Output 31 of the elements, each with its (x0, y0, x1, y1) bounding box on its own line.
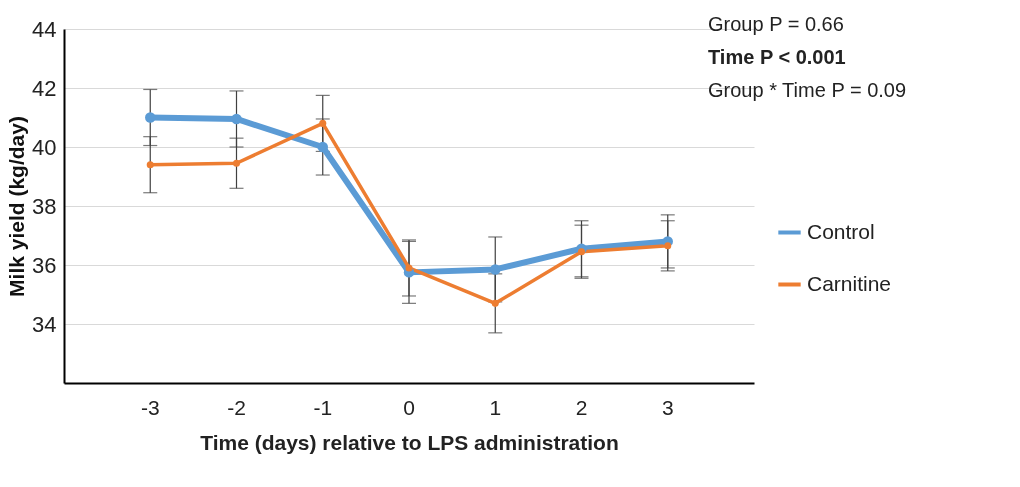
x-tick-label: 0 (403, 395, 415, 419)
x-tick-label: 2 (575, 395, 588, 419)
point (317, 141, 328, 153)
point (577, 248, 586, 256)
point (232, 159, 241, 167)
legend-label: Control (807, 219, 875, 243)
point (146, 161, 154, 169)
x-tick-label: -2 (227, 395, 246, 419)
annotation: Group P = 0.66 (708, 12, 845, 37)
point (145, 112, 156, 123)
x-tick-label: -1 (313, 395, 333, 419)
point (664, 242, 672, 250)
annotation: Group * Time P = 0.09 (708, 78, 907, 103)
y-tick-label: 44 (32, 16, 57, 42)
x-tick-label: -3 (140, 395, 160, 419)
y-tick-label: 42 (32, 75, 57, 101)
x-tick-label: 1 (489, 395, 502, 419)
y-tick-label: 40 (32, 134, 57, 160)
point (491, 299, 499, 307)
x-axis-title: Time (days) relative to LPS administration (200, 430, 619, 454)
point (490, 264, 501, 275)
point (231, 113, 242, 125)
legend-label: Carnitine (807, 271, 892, 295)
x-tick-label: 3 (661, 395, 674, 419)
y-tick-label: 36 (32, 252, 57, 278)
point (405, 264, 413, 272)
annotation: Time P < 0.001 (708, 45, 847, 70)
y-tick-label: 38 (32, 193, 57, 219)
y-axis-title: Milk yield (kg/day) (5, 116, 29, 297)
point (319, 119, 327, 127)
y-tick-label: 34 (32, 311, 57, 337)
